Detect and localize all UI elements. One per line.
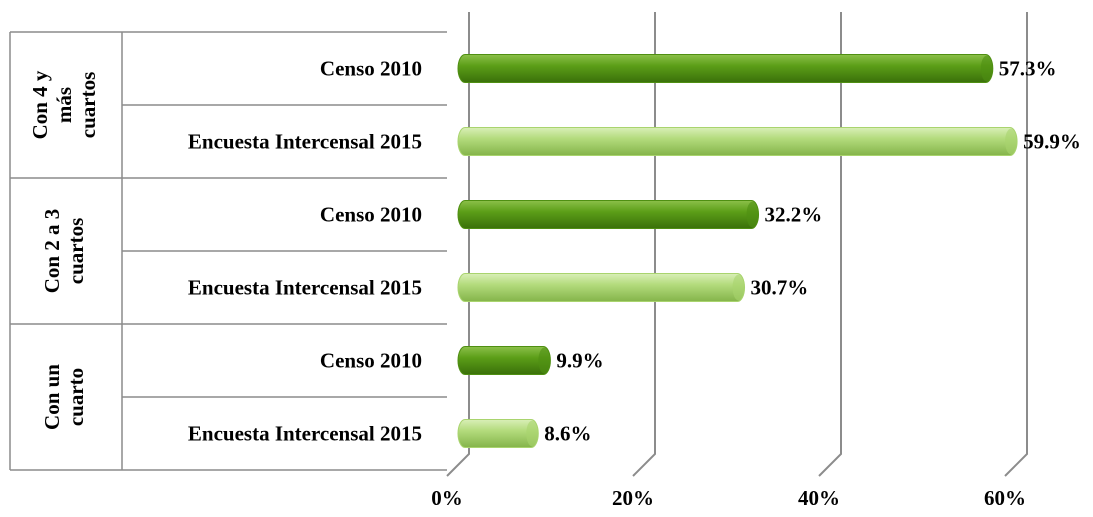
- series-label: Encuesta Intercensal 2015: [188, 275, 422, 299]
- category-label-line: cuarto: [64, 368, 88, 426]
- x-tick-label: 0%: [431, 486, 463, 510]
- value-label: 57.3%: [999, 56, 1057, 80]
- bar-cap: [526, 420, 539, 447]
- value-label: 32.2%: [765, 202, 823, 226]
- series-label: Encuesta Intercensal 2015: [188, 129, 422, 153]
- category-label-line: cuartos: [76, 72, 100, 139]
- category-label-line: Con un: [40, 364, 64, 430]
- category-label-line: cuartos: [64, 218, 88, 285]
- grid-line: [818, 12, 842, 477]
- category-label: Con 2 a 3cuartos: [40, 209, 88, 294]
- series-label: Censo 2010: [320, 56, 422, 80]
- bar-cap: [538, 347, 551, 374]
- x-tick-label: 20%: [612, 486, 654, 510]
- series-label: Censo 2010: [320, 202, 422, 226]
- category-label: Con 4 ymáscuartos: [28, 70, 100, 139]
- grid-line: [632, 12, 656, 477]
- x-tick-label: 40%: [798, 486, 840, 510]
- series-label: Encuesta Intercensal 2015: [188, 421, 422, 445]
- series-label: Censo 2010: [320, 348, 422, 372]
- bar: [457, 54, 994, 83]
- category-label: Con uncuarto: [40, 364, 88, 430]
- category-label-line: Con 2 a 3: [40, 209, 64, 294]
- grid-line: [1004, 12, 1028, 477]
- category-label-line: Con 4 y: [28, 70, 52, 139]
- grid-line: [446, 12, 470, 477]
- bar-cap: [1005, 128, 1018, 155]
- value-label: 9.9%: [556, 348, 603, 372]
- category-label-line: más: [52, 87, 76, 123]
- bar: [457, 127, 1018, 156]
- bar: [457, 419, 539, 448]
- value-label: 59.9%: [1023, 129, 1081, 153]
- bar: [457, 200, 760, 229]
- bar-cap: [980, 55, 993, 82]
- x-tick-label: 60%: [984, 486, 1026, 510]
- bar-cap: [732, 274, 745, 301]
- value-label: 30.7%: [751, 275, 809, 299]
- bar-cap: [746, 201, 759, 228]
- bar: [457, 346, 551, 375]
- value-label: 8.6%: [544, 421, 591, 445]
- bar: [457, 273, 746, 302]
